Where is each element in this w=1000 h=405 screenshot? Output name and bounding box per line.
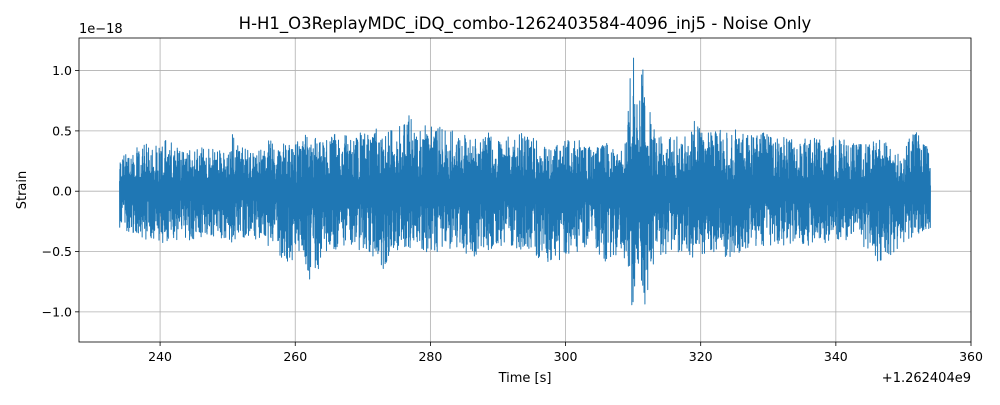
x-tick-label: 300 (554, 349, 578, 364)
y-tick-label: −1.0 (42, 304, 72, 319)
x-offset-text: +1.262404e9 (882, 371, 971, 386)
y-tick-label: 1.0 (52, 63, 72, 78)
series-layer (119, 57, 931, 306)
x-tick-label: 240 (148, 349, 172, 364)
x-tick-label: 340 (824, 349, 848, 364)
y-scale-text: 1e−18 (79, 22, 123, 37)
x-axis-label: Time [s] (498, 371, 552, 386)
y-tick-label: 0.0 (52, 184, 72, 199)
y-tick-label: −0.5 (42, 244, 72, 259)
x-tick-label: 280 (418, 349, 442, 364)
x-tick-label: 260 (283, 349, 307, 364)
y-tick-label: 0.5 (52, 123, 72, 138)
y-axis-label: Strain (15, 171, 30, 210)
chart-title: H-H1_O3ReplayMDC_iDQ_combo-1262403584-40… (239, 14, 812, 34)
x-tick-label: 320 (689, 349, 713, 364)
x-tick-label: 360 (959, 349, 983, 364)
plot-area-frame (78, 37, 972, 343)
strain-series-line (119, 57, 931, 306)
y-axis: −1.0 −0.5 0.0 0.5 1.0 (42, 63, 79, 319)
x-axis: 240 260 280 300 320 340 360 (148, 342, 983, 364)
